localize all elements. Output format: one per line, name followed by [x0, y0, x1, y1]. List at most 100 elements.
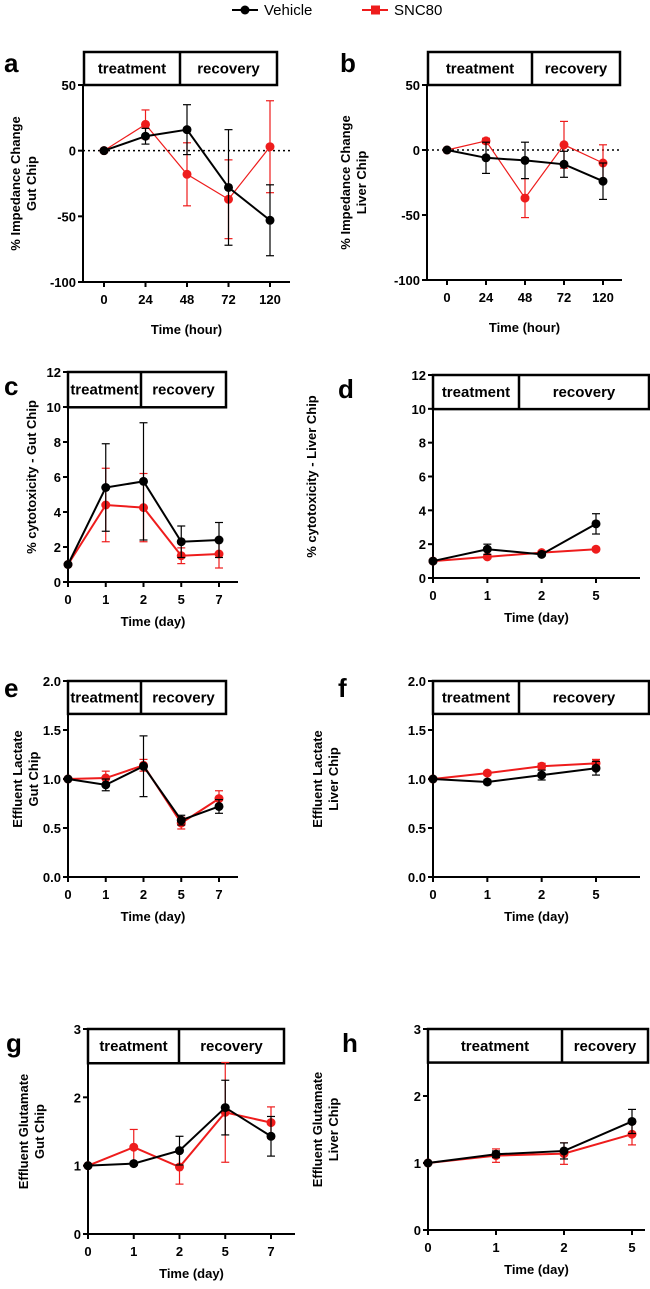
x-tick-label: 24	[138, 292, 153, 307]
x-tick-label: 2	[538, 588, 545, 603]
data-point	[537, 549, 547, 559]
panel-e: e treatment recovery 0.0 0.5 1.0 1.5 2.0 0 1 2 5 7 Ti…	[4, 673, 238, 924]
series-line	[427, 1120, 633, 1164]
series-snc80	[423, 1122, 637, 1168]
data-point	[265, 215, 275, 225]
x-tick-label: 48	[180, 292, 194, 307]
phase-label-recovery: recovery	[574, 1038, 637, 1055]
phase-label-recovery: recovery	[545, 61, 608, 78]
y-axis-label: % cytotoxicity - Liver Chip	[304, 395, 319, 558]
phase-box	[426, 50, 622, 87]
y-axis-label: % Impedance Change	[8, 116, 23, 250]
y-axis-label: Liver Chip	[326, 1098, 341, 1162]
x-axis-label: Time (hour)	[151, 322, 222, 337]
x-tick-label: 0	[64, 592, 71, 607]
data-point	[182, 169, 192, 179]
x-tick-label: 5	[178, 592, 185, 607]
y-tick-label: 50	[62, 78, 76, 93]
x-tick-label: 0	[84, 1244, 91, 1259]
data-point	[139, 476, 148, 486]
data-point	[591, 544, 601, 554]
x-axis-label: Time (hour)	[489, 320, 560, 335]
phase-label-treatment: treatment	[98, 61, 166, 78]
x-tick-label: 0	[429, 588, 436, 603]
x-tick-label: 5	[222, 1244, 229, 1259]
phase-label-treatment: treatment	[442, 384, 510, 401]
y-tick-label: 12	[412, 368, 426, 383]
phase-label-treatment: treatment	[442, 689, 510, 706]
y-tick-label: 10	[412, 402, 426, 417]
data-point	[266, 1131, 276, 1141]
phase-box	[66, 679, 228, 716]
data-point	[83, 1161, 93, 1171]
x-tick-label: 2	[176, 1244, 183, 1259]
x-tick-label: 120	[592, 290, 614, 305]
y-tick-label: 0	[74, 1227, 81, 1242]
y-axis-label: Effluent Lactate	[310, 730, 325, 828]
y-axis-label: Gut Chip	[26, 752, 41, 807]
y-tick-label: 10	[47, 400, 61, 415]
y-tick-label: 2	[54, 540, 61, 555]
data-point	[101, 780, 111, 790]
x-tick-label: 1	[102, 592, 109, 607]
y-tick-label: -50	[57, 209, 76, 224]
data-point	[182, 125, 192, 135]
phase-label-treatment: treatment	[99, 1038, 167, 1055]
data-point	[139, 761, 148, 771]
data-point	[591, 763, 601, 773]
data-point	[559, 159, 569, 169]
data-point	[559, 140, 569, 150]
phase-label-treatment: treatment	[461, 1038, 529, 1055]
x-tick-label: 2	[560, 1240, 567, 1255]
y-tick-label: 0.0	[408, 870, 426, 885]
x-tick-label: 72	[221, 292, 235, 307]
y-axis-label: Liver Chip	[354, 151, 369, 215]
y-tick-label: 1.5	[408, 723, 426, 738]
y-axis-label: Effluent Glutamate	[310, 1072, 325, 1188]
y-tick-label: 0	[413, 143, 420, 158]
series-vehicle	[63, 422, 224, 569]
phase-label-treatment: treatment	[446, 61, 514, 78]
legend-label: Vehicle	[264, 2, 312, 19]
x-tick-label: 1	[102, 887, 109, 902]
panel-label: d	[338, 374, 354, 404]
y-tick-label: -100	[50, 275, 76, 290]
y-tick-label: 0	[414, 1223, 421, 1238]
data-point	[220, 1103, 230, 1113]
data-point	[627, 1116, 637, 1126]
phase-label-treatment: treatment	[70, 689, 138, 706]
x-tick-label: 7	[215, 592, 222, 607]
y-axis-label: Liver Chip	[326, 747, 341, 811]
data-point	[520, 193, 530, 203]
y-tick-label: 1	[414, 1156, 421, 1171]
series-vehicle	[423, 1108, 637, 1168]
panel-label: a	[4, 48, 19, 78]
y-axis-label: % cytotoxicity - Gut Chip	[24, 400, 39, 554]
series-vehicle	[428, 513, 601, 566]
y-tick-label: 2	[414, 1089, 421, 1104]
x-tick-label: 120	[259, 292, 281, 307]
phase-box	[426, 1027, 650, 1064]
x-tick-label: 7	[267, 1244, 274, 1259]
data-point	[627, 1129, 637, 1139]
x-tick-label: 1	[484, 887, 491, 902]
data-point	[559, 1146, 569, 1156]
y-tick-label: 2.0	[408, 674, 426, 689]
x-tick-label: 2	[140, 887, 147, 902]
series-vehicle	[63, 735, 224, 826]
x-tick-label: 5	[628, 1240, 635, 1255]
phase-label-recovery: recovery	[553, 384, 616, 401]
y-axis-label: % Impedance Change	[338, 115, 353, 249]
x-tick-label: 0	[443, 290, 450, 305]
legend: Vehicle SNC80	[232, 2, 442, 19]
y-tick-label: 0.5	[408, 821, 426, 836]
series-snc80	[428, 544, 601, 566]
y-tick-label: 0	[69, 144, 76, 159]
data-point	[598, 176, 608, 186]
legend-label: SNC80	[394, 2, 442, 19]
data-point	[224, 182, 233, 192]
y-tick-label: 8	[54, 435, 61, 450]
series-vehicle	[442, 141, 608, 200]
data-point	[141, 131, 150, 141]
